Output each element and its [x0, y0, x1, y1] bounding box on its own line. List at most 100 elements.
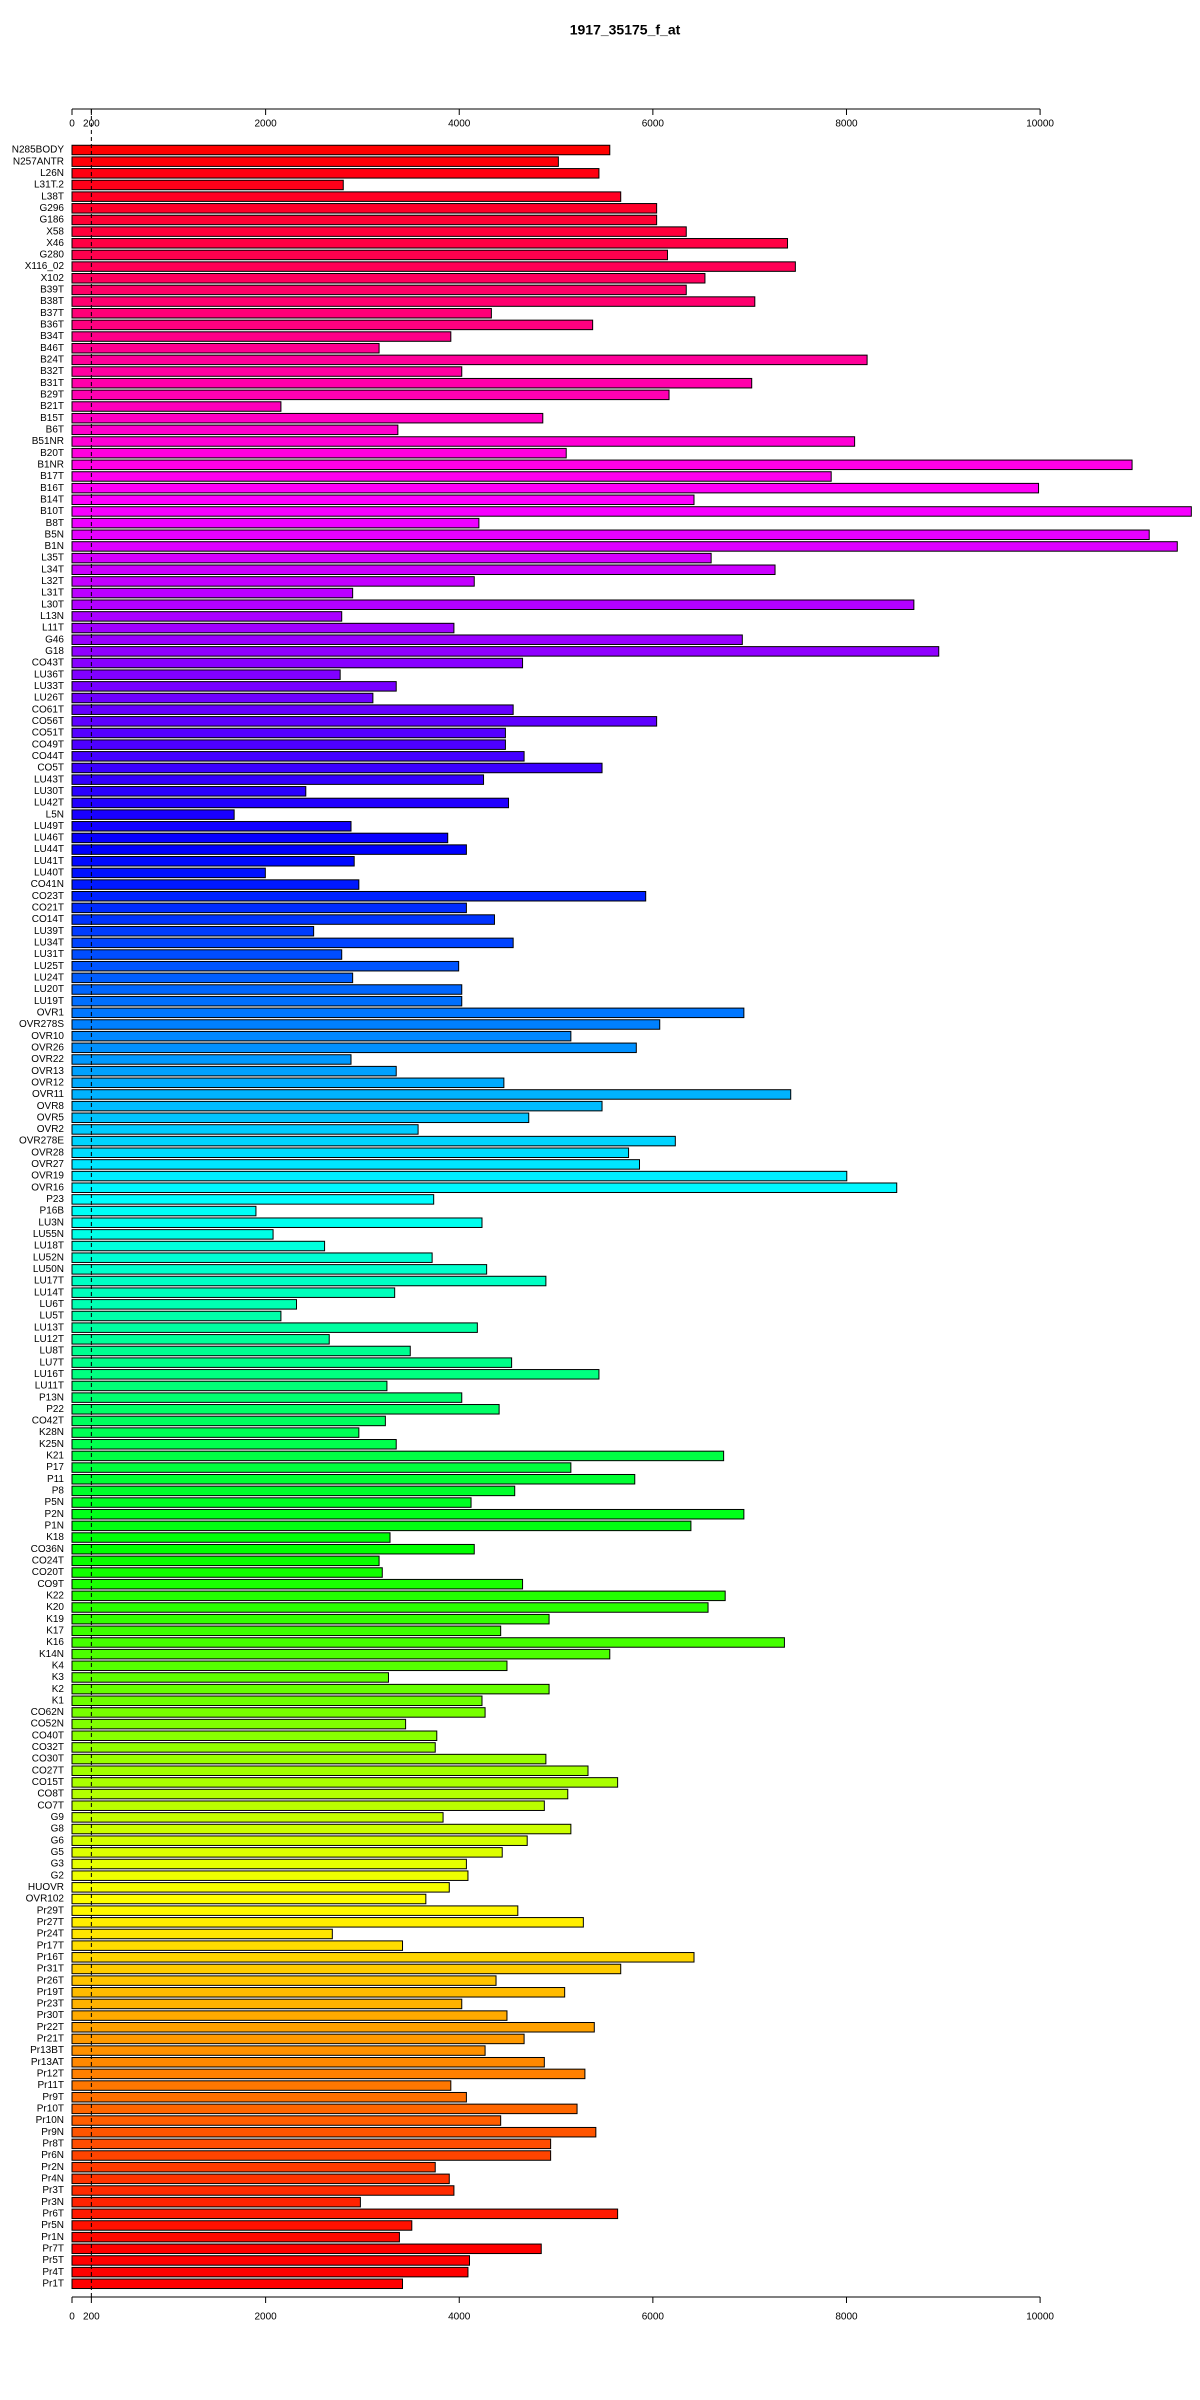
x-tick-label: 6000 — [642, 119, 665, 130]
bar — [71, 925, 315, 937]
bar — [71, 471, 832, 482]
y-tick-label: B1NR — [37, 459, 64, 470]
bar — [71, 2278, 404, 2290]
bar — [71, 342, 380, 354]
bar — [71, 1089, 792, 1100]
y-tick-label: LU55N — [33, 1229, 64, 1240]
x-tick-label: 4000 — [448, 2312, 471, 2323]
y-tick-label: OVR28 — [31, 1147, 64, 1158]
bar — [71, 261, 796, 272]
y-tick-label: G46 — [45, 634, 64, 645]
y-tick-label: LU39T — [34, 926, 64, 937]
bar — [71, 2185, 455, 2196]
y-tick-label: OVR22 — [31, 1054, 64, 1065]
bar — [71, 203, 658, 214]
bar — [71, 1229, 274, 1240]
y-tick-label: L32T — [41, 576, 64, 587]
bar — [71, 144, 611, 156]
bar — [71, 1334, 330, 1345]
y-tick-label: Pr11T — [38, 2080, 65, 2091]
bar — [71, 669, 341, 680]
bar — [71, 214, 658, 226]
y-tick-label: CO44T — [32, 751, 64, 762]
y-tick-label: OVR278S — [19, 1019, 64, 1030]
bar — [71, 1473, 636, 1485]
y-tick-label: P2N — [45, 1509, 64, 1520]
bar — [71, 2266, 469, 2278]
y-tick-label: CO21T — [32, 903, 64, 914]
bar — [71, 552, 712, 564]
bar — [71, 1217, 483, 1228]
y-tick-label: K1 — [52, 1695, 65, 1706]
y-tick-label: X58 — [46, 226, 64, 237]
y-tick-label: B32T — [40, 366, 64, 377]
bar — [71, 1893, 427, 1905]
bar — [71, 2243, 542, 2255]
y-tick-label: OVR11 — [32, 1089, 64, 1100]
y-tick-label: L26N — [40, 168, 64, 179]
y-tick-label: Pr13AT — [31, 2057, 64, 2068]
bar — [71, 1112, 530, 1124]
y-tick-label: LU46T — [34, 833, 64, 844]
y-tick-label: LU8T — [40, 1346, 64, 1357]
y-tick-label: Pr21T — [37, 2034, 64, 2045]
y-tick-label: Pr23T — [37, 1999, 64, 2010]
bar — [71, 482, 1040, 494]
y-tick-label: LU44T — [34, 844, 64, 855]
bar — [71, 1590, 726, 1602]
bar — [71, 191, 622, 202]
bar — [71, 238, 789, 249]
bar — [71, 1613, 550, 1625]
bar — [71, 284, 687, 296]
bar — [71, 541, 1178, 552]
y-tick-label: LU19T — [34, 996, 64, 1007]
y-tick-label: L38T — [41, 191, 64, 202]
x-tick-label: 2000 — [254, 119, 277, 130]
y-tick-label: G2 — [51, 1870, 65, 1881]
bar — [71, 1194, 435, 1205]
bar — [71, 2091, 467, 2103]
bar — [71, 1567, 383, 1578]
y-tick-label: CO9T — [37, 1579, 64, 1590]
bar — [71, 1683, 550, 1695]
y-tick-label: CO24T — [32, 1556, 64, 1567]
y-tick-label: CO49T — [32, 739, 64, 750]
bar — [71, 1987, 566, 1998]
y-tick-label: B31T — [40, 378, 64, 389]
bar — [71, 960, 460, 972]
y-tick-label: Pr31T — [37, 1964, 64, 1975]
y-tick-label: LU36T — [34, 669, 64, 680]
y-tick-label: G280 — [40, 250, 65, 261]
bar — [71, 2138, 552, 2150]
y-tick-label: OVR26 — [31, 1042, 64, 1053]
y-tick-label: Pr9N — [41, 2127, 64, 2138]
bar — [71, 797, 510, 809]
y-tick-label: CO42T — [32, 1416, 64, 1427]
y-tick-label: LU14T — [34, 1287, 64, 1298]
bar — [71, 1543, 475, 1555]
x-tick-label: 10000 — [1026, 2312, 1054, 2323]
bar — [71, 389, 670, 401]
bar — [71, 890, 647, 902]
y-tick-label: G6 — [51, 1835, 65, 1846]
bar — [71, 2196, 361, 2208]
y-tick-label: B51NR — [32, 436, 64, 447]
y-tick-label: OVR2 — [37, 1124, 65, 1135]
y-tick-label: LU24T — [34, 973, 64, 984]
y-tick-label: P11 — [47, 1474, 64, 1485]
y-tick-label: Pr22T — [37, 2022, 64, 2033]
y-tick-label: LU13T — [34, 1322, 64, 1333]
y-tick-label: Pr2N — [41, 2162, 64, 2173]
bar — [71, 821, 352, 832]
y-tick-label: LU25T — [34, 961, 64, 972]
bar — [71, 774, 485, 785]
bar — [71, 844, 467, 855]
y-tick-label: LU49T — [34, 821, 64, 832]
y-tick-label: CO23T — [32, 891, 64, 902]
bar — [71, 1135, 676, 1147]
bar — [71, 681, 397, 692]
y-tick-label: LU3N — [38, 1217, 64, 1228]
y-tick-label: L30T — [41, 599, 64, 610]
bar — [71, 646, 940, 657]
bar — [71, 1835, 528, 1846]
